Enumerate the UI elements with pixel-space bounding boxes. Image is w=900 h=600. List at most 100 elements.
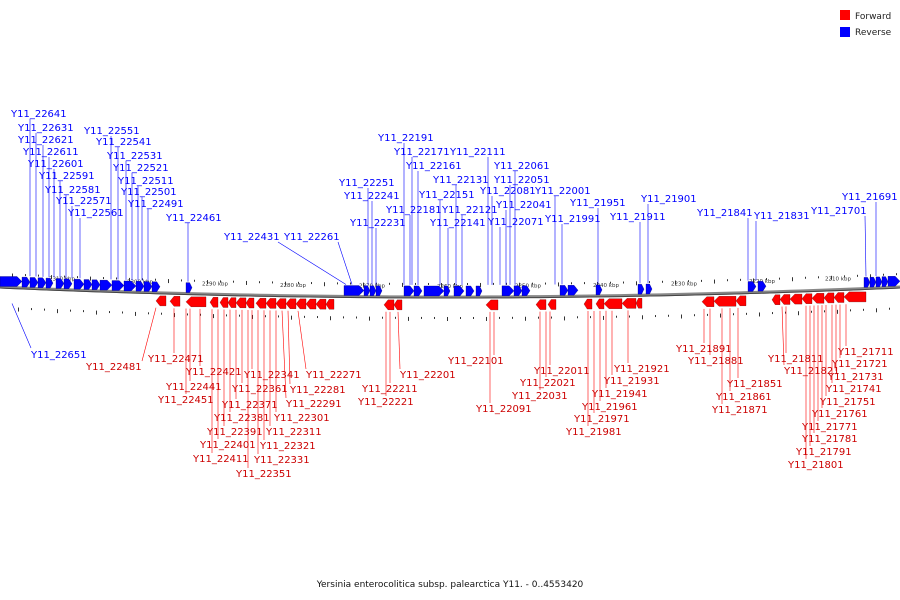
forward-gene-label: Y11_22321 bbox=[259, 441, 316, 452]
forward-gene-label: Y11_22221 bbox=[357, 397, 414, 408]
tick-mark-top bbox=[389, 282, 390, 285]
tick-mark-bottom bbox=[70, 309, 71, 312]
tick-mark-bottom bbox=[733, 313, 734, 316]
tick-mark-bottom bbox=[616, 315, 617, 318]
tick-mark-top bbox=[623, 281, 624, 284]
tick-mark-top bbox=[727, 279, 728, 282]
forward-gene-label: Y11_22211 bbox=[361, 384, 418, 395]
tick-mark-top bbox=[246, 280, 247, 285]
reverse-gene-label: Y11_22561 bbox=[67, 208, 124, 219]
tick-mark-bottom bbox=[31, 308, 32, 311]
forward-gene-label: Y11_21721 bbox=[831, 359, 888, 370]
forward-gene-feature bbox=[155, 295, 167, 307]
reverse-gene-feature bbox=[465, 285, 475, 297]
forward-gene-feature bbox=[535, 299, 547, 310]
tick-mark-top bbox=[12, 273, 13, 278]
forward-gene-label: Y11_22441 bbox=[165, 382, 222, 393]
forward-gene-feature bbox=[779, 294, 791, 305]
forward-gene-label: Y11_21751 bbox=[819, 397, 876, 408]
reverse-gene-feature bbox=[881, 276, 889, 287]
reverse-gene-label: Y11_22241 bbox=[343, 191, 400, 202]
reverse-gene-label: Y11_21701 bbox=[810, 206, 867, 217]
tick-mark-top bbox=[636, 281, 637, 286]
reverse-gene-label: Y11_22571 bbox=[55, 196, 112, 207]
tick-mark-top bbox=[337, 282, 338, 285]
forward-gene-feature bbox=[547, 299, 557, 310]
tick-mark-bottom bbox=[148, 312, 149, 315]
tick-mark-bottom bbox=[538, 316, 539, 319]
tick-mark-top bbox=[350, 282, 351, 285]
gene-labels: Y11_22641Y11_22631Y11_22621Y11_22611Y11_… bbox=[10, 109, 898, 480]
tick-mark-top bbox=[597, 281, 598, 286]
tick-mark-top bbox=[831, 275, 832, 280]
tick-mark-bottom bbox=[798, 311, 799, 316]
tick-mark-bottom bbox=[109, 311, 110, 314]
reverse-gene-feature bbox=[637, 284, 645, 295]
tick-mark-top bbox=[155, 278, 156, 281]
tick-mark-bottom bbox=[434, 316, 435, 319]
forward-gene-feature bbox=[275, 298, 287, 309]
tick-mark-top bbox=[363, 282, 364, 287]
forward-gene-label: Y11_21921 bbox=[613, 364, 670, 375]
forward-gene-label: Y11_22021 bbox=[519, 378, 576, 389]
legend-forward-label: Forward bbox=[855, 12, 891, 22]
tick-mark-top bbox=[688, 280, 689, 283]
tick-mark-top bbox=[467, 282, 468, 285]
tick-mark-top bbox=[805, 276, 806, 279]
reverse-gene-feature bbox=[559, 285, 569, 296]
gene-features bbox=[0, 276, 900, 311]
reverse-gene-feature bbox=[123, 280, 137, 292]
forward-gene-label: Y11_22451 bbox=[157, 395, 214, 406]
reverse-gene-feature bbox=[423, 285, 445, 297]
tick-mark-bottom bbox=[499, 316, 500, 319]
forward-gene-label: Y11_21731 bbox=[827, 372, 884, 383]
tick-mark-bottom bbox=[265, 315, 266, 318]
forward-gene-label: Y11_22011 bbox=[533, 366, 590, 377]
reverse-gene-label: Y11_22171 bbox=[393, 147, 450, 158]
tick-mark-top bbox=[116, 277, 117, 280]
tick-mark-top bbox=[584, 282, 585, 285]
tick-mark-bottom bbox=[486, 316, 487, 321]
scale-tick-label: 2240 kbp bbox=[593, 283, 619, 289]
forward-gene-label: Y11_22471 bbox=[147, 354, 204, 365]
scale-tick-label: 2260 kbp bbox=[437, 284, 463, 290]
tick-mark-top bbox=[779, 277, 780, 280]
tick-mark-top bbox=[51, 275, 52, 280]
forward-gene-label: Y11_22201 bbox=[399, 370, 456, 381]
tick-mark-bottom bbox=[850, 309, 851, 312]
forward-gene-feature bbox=[843, 291, 867, 303]
reverse-gene-feature bbox=[83, 279, 93, 290]
tick-mark-bottom bbox=[200, 313, 201, 316]
tick-mark-bottom bbox=[447, 316, 448, 321]
tick-mark-bottom bbox=[863, 308, 864, 311]
reverse-gene-feature bbox=[521, 285, 531, 296]
tick-mark-bottom bbox=[226, 314, 227, 317]
reverse-gene-feature bbox=[135, 281, 145, 292]
reverse-gene-label: Y11_21991 bbox=[544, 214, 601, 225]
forward-gene-label: Y11_21771 bbox=[801, 422, 858, 433]
tick-mark-top bbox=[662, 280, 663, 283]
forward-gene-feature bbox=[833, 292, 845, 303]
reverse-gene-label: Y11_22541 bbox=[95, 137, 152, 148]
reverse-gene-feature bbox=[343, 285, 365, 296]
forward-gene-label: Y11_21791 bbox=[795, 447, 852, 458]
reverse-gene-feature bbox=[99, 280, 113, 291]
reverse-gene-label: Y11_22511 bbox=[117, 176, 174, 187]
tick-mark-bottom bbox=[278, 315, 279, 318]
reverse-gene-feature bbox=[501, 285, 515, 296]
legend-reverse-label: Reverse bbox=[855, 28, 892, 38]
tick-mark-top bbox=[675, 280, 676, 285]
reverse-gene-label: Y11_22151 bbox=[418, 190, 475, 201]
forward-gene-feature bbox=[485, 299, 499, 311]
tick-mark-bottom bbox=[291, 315, 292, 320]
tick-mark-top bbox=[142, 278, 143, 281]
tick-mark-bottom bbox=[343, 316, 344, 319]
forward-gene-label: Y11_21741 bbox=[825, 384, 882, 395]
tick-mark-top bbox=[38, 274, 39, 277]
reverse-gene-feature bbox=[37, 277, 47, 288]
tick-mark-bottom bbox=[408, 316, 409, 321]
forward-gene-label: Y11_22481 bbox=[85, 362, 142, 373]
reverse-gene-label: Y11_22591 bbox=[38, 171, 95, 182]
tick-mark-bottom bbox=[44, 308, 45, 311]
legend: Forward Reverse bbox=[840, 10, 892, 38]
